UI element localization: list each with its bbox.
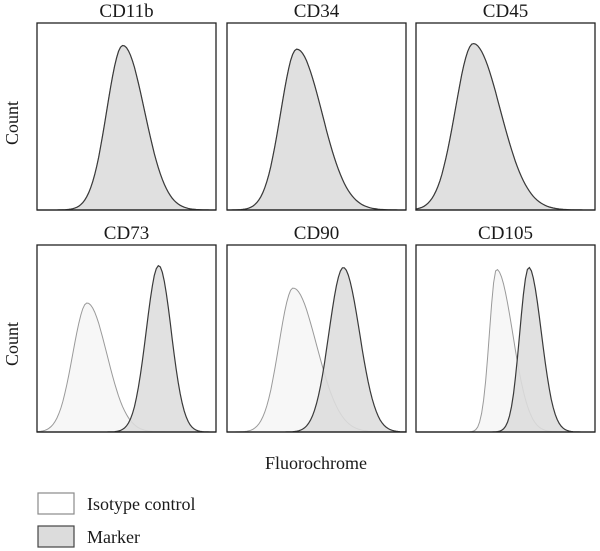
row2-ylabel: Count [2,322,22,366]
histogram-marker-cd45 [415,42,595,211]
histogram-panel-cd90: CD90 [226,223,407,433]
panel-frame-cd90 [226,244,407,433]
panel-title-cd11b: CD11b [99,1,153,22]
histogram-isotype-cd73 [36,302,216,433]
panel-frame-cd45 [415,22,596,211]
histogram-panel-cd105: CD105 [415,223,596,433]
panel-title-cd105: CD105 [478,223,533,244]
histogram-isotype-cd105 [416,268,595,433]
legend: Isotype control Marker [37,492,195,548]
histogram-panel-cd73: CD73 [36,223,217,433]
panel-title-cd34: CD34 [294,1,340,22]
histogram-marker-cd11b [37,44,216,211]
panel-frame-cd34 [226,22,407,211]
xlabel: Fluorochrome [265,453,367,473]
histogram-panel-cd34: CD34 [226,1,407,211]
panel-frame-cd73 [36,244,217,433]
row1-ylabel: Count [2,101,22,145]
histogram-marker-cd34 [227,48,406,211]
histogram-panels: CD11b CD34 CD45 CD73 CD90 CD105 [36,1,596,433]
legend-label-marker: Marker [87,527,140,547]
panel-frame-cd105 [415,244,596,433]
legend-label-isotype: Isotype control [87,494,195,514]
legend-swatch-marker [37,525,75,548]
panel-title-cd90: CD90 [294,223,339,244]
histogram-panel-cd45: CD45 [415,1,596,211]
legend-swatch-isotype [37,492,75,515]
histogram-panel-cd11b: CD11b [36,1,217,211]
panel-title-cd45: CD45 [483,1,528,22]
panel-title-cd73: CD73 [104,223,149,244]
panel-frame-cd11b [36,22,217,211]
